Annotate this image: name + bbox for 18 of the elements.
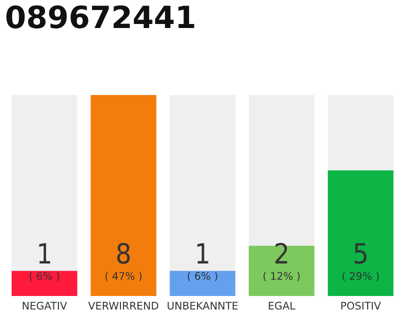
data-label: 8 <box>117 242 130 264</box>
x-tick-label: UNBEKANNTE <box>168 302 238 310</box>
chart-title: 089672441 <box>6 5 194 28</box>
data-label: 1 <box>39 243 50 264</box>
x-tick-label: POSITIV <box>341 302 381 310</box>
x-tick-label: VERWIRREND <box>88 302 158 310</box>
data-label: 5 <box>354 243 366 264</box>
x-tick-label: NEGATIV <box>22 302 68 310</box>
annotation: ( 12% ) <box>264 272 300 282</box>
annotation: ( 6% ) <box>30 272 60 282</box>
data-label: 1 <box>197 243 208 264</box>
data-label: 2 <box>275 242 288 264</box>
annotation: ( 6% ) <box>188 272 218 282</box>
bar <box>12 270 78 296</box>
annotation: ( 47% ) <box>105 272 142 282</box>
bar <box>170 270 236 296</box>
annotation: ( 29% ) <box>342 272 379 282</box>
x-tick-label: EGAL <box>268 302 296 310</box>
